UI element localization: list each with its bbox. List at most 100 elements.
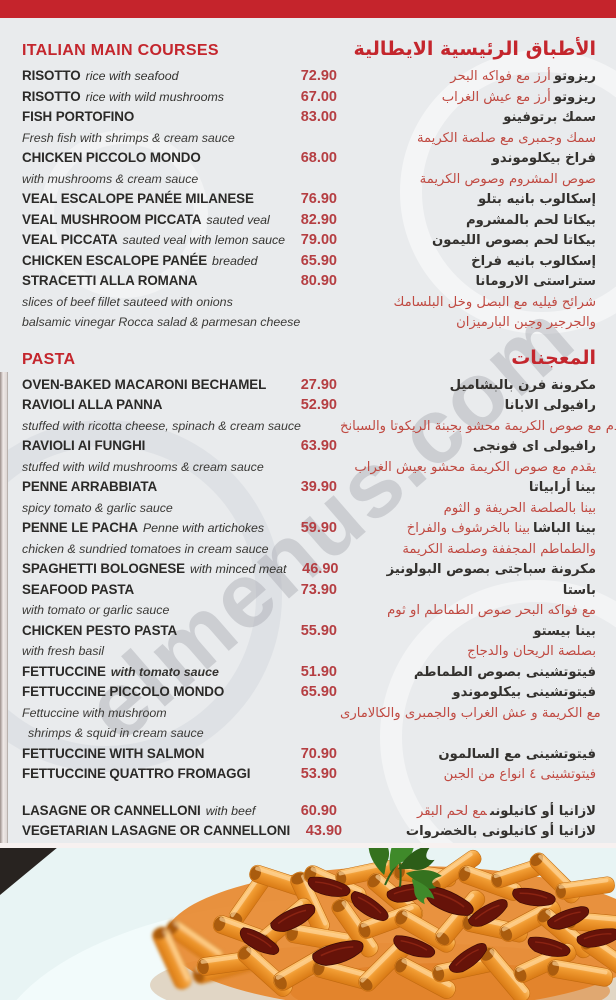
item-note-text: rice with seafood [85, 69, 179, 83]
item-name-ar-text: ريزوتو [553, 89, 596, 105]
item-name-ar-text: رافيولى الابانا [504, 398, 596, 413]
item-description-en: with mushrooms & cream sauce [22, 171, 199, 186]
menu-item-row: CHICKEN ESCALOPE PANÉE breaded 65.90 إسكالو… [22, 251, 596, 272]
item-description-ar-text: بينا بالصلصة الحريفة و الثوم [443, 500, 596, 516]
item-name-text: RAVIOLI ALLA PANNA [22, 397, 163, 412]
item-price: 27.90 [300, 376, 337, 393]
item-name-ar: بيكاتا لحم بالمشروم [337, 211, 596, 232]
menu-item-row: SEAFOOD PASTA 73.90 باستا [22, 580, 596, 601]
item-description-ar: والطماطم المجففة وصلصة الكريمة [337, 540, 596, 561]
item-name-en: SPAGHETTI BOLOGNESE with minced meat [22, 559, 286, 580]
item-note-ar-text: أرز مع فواكه البحر [450, 69, 551, 84]
item-name-text: VEAL PICCATA [22, 232, 118, 247]
section-title-en: PASTA [22, 350, 76, 368]
item-name-text: CHICKEN ESCALOPE PANÉE [22, 252, 208, 268]
menu-item-row: VEAL ESCALOPE PANÉE MILANESE 76.90 إسكالوب… [22, 189, 596, 210]
item-note-text: sauted veal [206, 212, 270, 227]
item-name-text: FETTUCCINE QUATTRO FROMAGGI [22, 766, 251, 781]
spacer-row [22, 785, 596, 801]
item-name-ar-text: لازانيا أو كانيلونى [489, 803, 596, 819]
item-name-ar: ريزوتوأرز مع عيش الغراب [337, 88, 596, 109]
item-name-ar-text: باستا [562, 582, 596, 598]
menu-item-description-row: with tomato or garlic sauce مع فواكه البح… [22, 600, 596, 621]
item-note-text: with beef [205, 803, 256, 818]
menu-item-row: FETTUCCINE QUATTRO FROMAGGI 53.90 فيتوتشين… [22, 764, 596, 785]
item-description-ar-text: سمك وجمبرى مع صلصة الكريمة [416, 130, 596, 146]
menu-item-row: CHICKEN PICCOLO MONDO 68.00 فراخ بيكلوموند… [22, 148, 596, 169]
item-name-en: CHICKEN PESTO PASTA [22, 621, 285, 642]
menu-item-description-row: with mushrooms & cream sauce صوص المشروم … [22, 169, 596, 190]
section-header: PASTA المعجنات [22, 341, 596, 375]
item-name-text: RISOTTO [22, 68, 81, 83]
menu-photo [0, 827, 616, 1000]
item-description-en: Fettuccine with mushroom [22, 705, 167, 720]
menu-item-row: OVEN-BAKED MACARONI BECHAMEL 27.90 مكرونة … [22, 375, 596, 396]
item-name-text: CHICKEN PICCOLO MONDO [22, 150, 201, 165]
item-name-ar: بينا بيستو [337, 622, 596, 643]
menu-item-row: RISOTTO rice with seafood 72.90 ريزوتوأرز م… [22, 66, 596, 87]
item-note-text: rice with wild mushrooms [85, 89, 224, 104]
item-note-text: Penne with artichokes [142, 521, 265, 535]
item-description-en: with tomato or garlic sauce [22, 603, 170, 617]
item-name-en: VEAL ESCALOPE PANÉE MILANESE [22, 189, 285, 210]
item-name-en: RAVIOLI AI FUNGHI [22, 436, 285, 457]
item-name-text: PENNE ARRABBIATA [22, 479, 158, 494]
menu-item-row: VEGETARIAN LASAGNE OR CANNELLONI 43.90 لاز… [22, 821, 596, 842]
item-name-en: VEGETARIAN LASAGNE OR CANNELLONI [22, 821, 290, 842]
item-name-ar-text: بينا بيستو [533, 623, 596, 639]
item-price: 63.90 [300, 438, 337, 454]
item-name-text: OVEN-BAKED MACARONI BECHAMEL [22, 376, 267, 392]
menu-item-row: VEAL PICCATA sauted veal with lemon sauce… [22, 230, 596, 251]
item-name-en: CHICKEN ESCALOPE PANÉE breaded [22, 251, 285, 272]
item-name-ar: مكرونة فرن بالبشاميل [337, 376, 596, 397]
item-name-text: STRACETTI ALLA ROMANA [22, 273, 198, 288]
item-price: 83.00 [300, 109, 337, 125]
item-name-en: FETTUCCINE PICCOLO MONDO [22, 682, 285, 703]
item-name-ar-text: فيتوتشينى بصوص الطماطم [413, 664, 596, 680]
menu-item-description-row: with fresh basil بصلصة الريحان والدجاج [22, 641, 596, 662]
item-name-text: FISH PORTOFINO [22, 109, 135, 124]
item-name-text: FETTUCCINE [22, 663, 106, 679]
pasta-photo-illustration [0, 827, 616, 1000]
menu-item-description-row: shrimps & squid in cream sauce [22, 723, 596, 744]
item-price: 65.90 [300, 252, 337, 269]
item-name-text: VEGETARIAN LASAGNE OR CANNELLONI [22, 823, 291, 838]
item-description-en: Fresh fish with shrimps & cream sauce [22, 130, 235, 145]
item-name-ar-text: ستراستى الارومانا [475, 274, 596, 289]
menu-item-row: VEAL MUSHROOM PICCATA sauted veal 82.90 بيك… [22, 210, 596, 231]
item-name-text: VEAL MUSHROOM PICCATA [22, 211, 202, 227]
item-name-en: STRACETTI ALLA ROMANA [22, 271, 285, 292]
item-price: 65.90 [300, 684, 337, 700]
item-name-ar-text: فيتوتشينى بيكلوموندو [452, 685, 596, 700]
top-red-bar [0, 0, 616, 18]
item-description-ar-text: مع فواكه البحر صوص الطماطم او ثوم [387, 603, 596, 618]
menu-item-row: FETTUCCINE PICCOLO MONDO 65.90 فيتوتشينى ب… [22, 682, 596, 703]
item-name-ar-text: إسكالوب بانيه فراخ [471, 253, 596, 269]
page-edge-strip [0, 372, 8, 843]
menu-item-description-row: spicy tomato & garlic sauce بينا بالصلصة … [22, 498, 596, 519]
item-name-ar-text: ريزوتو [553, 69, 596, 84]
item-note-ar-text: أرز مع عيش الغراب [441, 89, 551, 105]
menu-item-description-row: Fettuccine with mushroom مع الكريمة و عش … [22, 703, 601, 724]
item-name-ar: لازانيا أو كانيلونىمع لحم البقر [337, 802, 596, 823]
item-price: 80.90 [300, 273, 337, 289]
item-price: 39.90 [300, 479, 337, 495]
item-name-ar-text: بينا أرابياتا [528, 480, 596, 495]
item-name-ar-text: فراخ بيكلوموندو [491, 151, 596, 166]
item-name-ar: باستا [337, 581, 596, 602]
item-name-ar: إسكالوب بانيه بتلو [337, 190, 596, 211]
item-description-ar-text: والطماطم المجففة وصلصة الكريمة [402, 541, 596, 557]
menu-section: ITALIAN MAIN COURSES الأطباق الرئيسية الا… [22, 32, 596, 333]
menu-item-description-row: balsamic vinegar Rocca salad & parmesan … [22, 312, 596, 333]
item-price: 76.90 [300, 191, 337, 207]
item-name-en: PENNE LE PACHA Penne with artichokes [22, 518, 285, 539]
item-name-ar: إسكالوب بانيه فراخ [337, 252, 596, 273]
item-name-ar-text: سمك برتوفينو [503, 110, 596, 125]
item-note-ar-text: فيتوتشينى ٤ انواع من الجبن [443, 767, 596, 782]
item-price: 73.90 [300, 581, 337, 598]
item-name-ar: فيتوتشينى بصوص الطماطم [337, 663, 596, 684]
menu-item-row: RAVIOLI AI FUNGHI 63.90 رافيولى اى فونجى [22, 436, 596, 457]
item-description-ar: مع فواكه البحر صوص الطماطم او ثوم [337, 601, 596, 622]
item-description-en: shrimps & squid in cream sauce [28, 726, 204, 740]
item-name-ar: فيتوتشينى ٤ انواع من الجبن [337, 765, 596, 786]
